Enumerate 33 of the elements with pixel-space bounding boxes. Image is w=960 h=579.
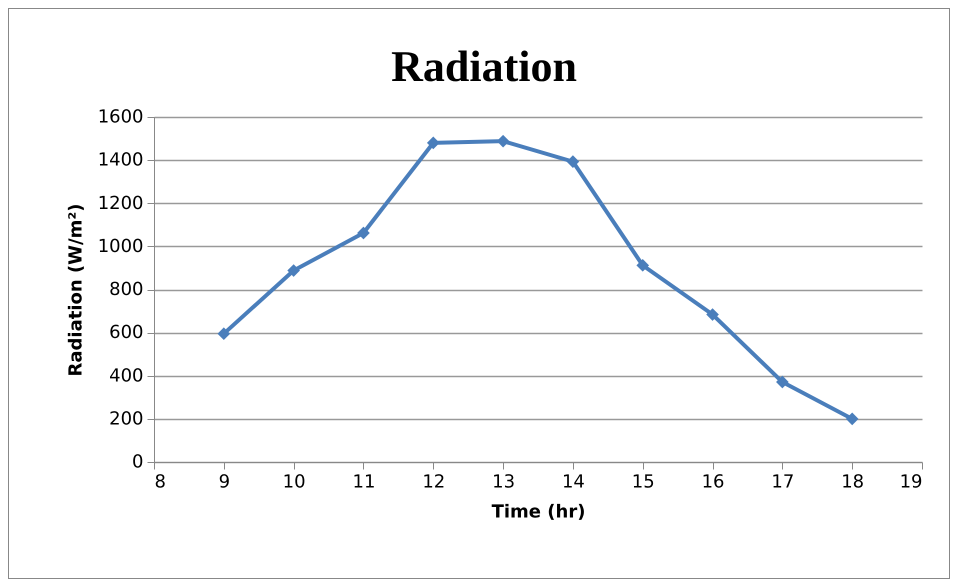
x-tick-label: 12: [422, 472, 446, 492]
point: [846, 412, 859, 426]
y-tick-label: 600: [109, 322, 144, 344]
point: [776, 376, 789, 388]
x-tick-label: 11: [352, 472, 376, 492]
chart-title: Radiation: [391, 42, 577, 91]
point: [357, 226, 370, 240]
point: [636, 259, 650, 272]
y-tick-label: 800: [109, 279, 144, 300]
x-tick-label: 18: [841, 472, 864, 492]
x-axis-title: Time (hr): [492, 502, 586, 522]
y-tick-label: 1000: [98, 236, 144, 257]
y-tick-label: 200: [109, 408, 144, 430]
point: [287, 264, 300, 277]
x-tick-label: 14: [562, 472, 585, 492]
y-tick-label: 1200: [98, 192, 144, 214]
y-tick-label: 1400: [98, 150, 144, 171]
y-axis-title: Radiation (W/m²): [66, 204, 87, 376]
x-tick-label: 9: [218, 472, 230, 492]
y-tick-label: 1600: [98, 106, 144, 128]
y-tick-label: 400: [109, 365, 144, 386]
point: [706, 308, 719, 321]
point: [426, 136, 440, 150]
x-tick-label: 13: [492, 472, 516, 492]
point: [566, 155, 580, 168]
x-tick-label: 17: [771, 472, 794, 492]
x-tick-label: 16: [702, 472, 724, 492]
point: [217, 327, 230, 340]
x-tick-label: 19: [900, 472, 922, 492]
x-tick-label: 8: [154, 472, 166, 492]
x-tick-label: 15: [632, 472, 655, 492]
x-tick-label: 10: [282, 472, 306, 492]
y-tick-label: 0: [132, 452, 144, 472]
